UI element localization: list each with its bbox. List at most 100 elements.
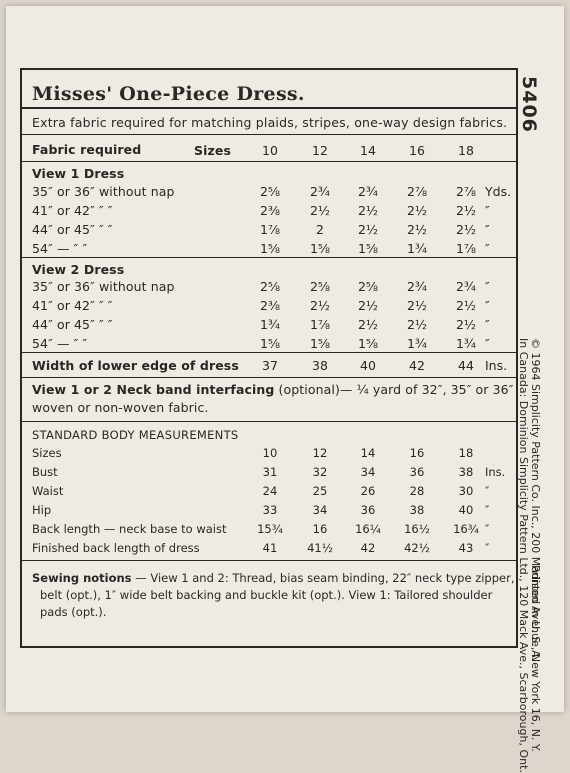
notions-line3: pads (opt.).: [40, 605, 107, 619]
view2-heading: View 2 Dress: [32, 262, 125, 277]
width-cell: 38: [312, 358, 328, 373]
measurement-cell: 36: [360, 503, 376, 517]
view1-cell: 2⅞: [455, 184, 477, 199]
interfacing-detail: (optional)— ¼ yard of 32″, 35″ or 36″: [274, 382, 514, 397]
view2-cell: 1¾: [455, 336, 477, 351]
measurement-row-label: Back length — neck base to waist: [32, 522, 227, 536]
measurement-cell: 16¾: [453, 522, 479, 536]
view2-cell: 2⅝: [309, 279, 331, 294]
view2-unit: ″: [485, 317, 490, 332]
view2-unit: ″: [485, 336, 490, 351]
view1-cell: 2: [316, 222, 324, 237]
measurement-cell: 16½: [404, 522, 430, 536]
width-cell: 44: [458, 358, 474, 373]
measurement-unit: Ins.: [485, 465, 506, 479]
measurement-row-label: Sizes: [32, 446, 62, 460]
view2-unit: ″: [485, 279, 490, 294]
measurement-unit: ″: [485, 541, 490, 555]
view1-cell: 2½: [309, 203, 331, 218]
view1-row-label: 41″ or 42″ ″ ″: [32, 203, 113, 218]
view1-row-label: 54″ — ″ ″: [32, 241, 88, 256]
printed-in: Printed in U. S. A.: [529, 565, 542, 661]
view2-cell: 2½: [406, 317, 428, 332]
size-header: 18: [458, 143, 474, 158]
measurement-cell: 38: [458, 465, 474, 479]
measurement-cell: 10: [262, 446, 278, 460]
view1-cell: 2⅞: [406, 184, 428, 199]
width-cell: 37: [262, 358, 278, 373]
view2-cell: 2½: [455, 298, 477, 313]
measurement-cell: 42: [360, 541, 376, 555]
view1-unit: Yds.: [485, 184, 512, 199]
view2-row-label: 35″ or 36″ without nap: [32, 279, 175, 294]
measurement-cell: 30: [458, 484, 474, 498]
measurement-cell: 16: [409, 446, 425, 460]
subtitle: Extra fabric required for matching plaid…: [32, 115, 508, 130]
copyright-line2: In Canada: Dominion Simplicity Pattern L…: [517, 338, 530, 773]
view2-cell: 2⅝: [259, 279, 281, 294]
view1-cell: 1¾: [406, 241, 428, 256]
divider: [22, 107, 516, 109]
measurement-cell: 33: [262, 503, 278, 517]
measurement-cell: 34: [360, 465, 376, 479]
notions-line2: belt (opt.), 1″ wide belt backing and bu…: [40, 588, 493, 602]
view2-cell: 1⅞: [309, 317, 331, 332]
view2-cell: 2½: [455, 317, 477, 332]
view2-cell: 2⅝: [357, 279, 379, 294]
divider: [22, 257, 516, 258]
pattern-number: 5406: [518, 76, 540, 133]
interfacing-title: View 1 or 2 Neck band interfacing: [32, 382, 275, 397]
width-cell: 40: [360, 358, 376, 373]
measurement-cell: 24: [262, 484, 278, 498]
view2-cell: 2¾: [455, 279, 477, 294]
view2-cell: 2¾: [406, 279, 428, 294]
measurement-cell: 43: [458, 541, 474, 555]
view1-cell: 2⅝: [259, 184, 281, 199]
divider: [22, 161, 516, 162]
view1-cell: 1⅝: [357, 241, 379, 256]
view1-cell: 2½: [406, 222, 428, 237]
measurement-unit: ″: [485, 522, 490, 536]
view2-cell: 1⅝: [259, 336, 281, 351]
view2-cell: 1¾: [259, 317, 281, 332]
measurement-cell: 38: [409, 503, 425, 517]
view2-row-label: 54″ — ″ ″: [32, 336, 88, 351]
measurements-heading: STANDARD BODY MEASUREMENTS: [32, 428, 239, 442]
measurement-cell: 26: [360, 484, 376, 498]
view1-cell: 2½: [357, 203, 379, 218]
size-header: 10: [262, 143, 278, 158]
view1-cell: 1⅞: [455, 241, 477, 256]
divider: [22, 421, 516, 422]
measurement-cell: 14: [360, 446, 376, 460]
view2-cell: 1⅝: [357, 336, 379, 351]
view1-cell: 2⅜: [259, 203, 281, 218]
view1-row-label: 35″ or 36″ without nap: [32, 184, 175, 199]
measurement-cell: 41½: [307, 541, 333, 555]
divider: [22, 560, 516, 561]
view1-cell: 2½: [357, 222, 379, 237]
notions-line1: Sewing notions — View 1 and 2: Thread, b…: [32, 571, 514, 585]
content-frame: [20, 68, 518, 648]
view2-cell: 2½: [406, 298, 428, 313]
view2-cell: 2½: [357, 298, 379, 313]
view1-unit: ″: [485, 241, 490, 256]
measurement-row-label: Waist: [32, 484, 64, 498]
view1-unit: ″: [485, 203, 490, 218]
width-unit: Ins.: [485, 358, 508, 373]
view1-cell: 2½: [406, 203, 428, 218]
measurement-cell: 12: [312, 446, 328, 460]
page-title: Misses' One-Piece Dress.: [32, 83, 305, 105]
view1-row-label: 44″ or 45″ ″ ″: [32, 222, 113, 237]
view1-cell: 2¾: [357, 184, 379, 199]
measurement-cell: 41: [262, 541, 278, 555]
measurement-unit: ″: [485, 503, 490, 517]
view1-cell: 1⅝: [309, 241, 331, 256]
measurement-cell: 15¾: [257, 522, 283, 536]
measurement-row-label: Finished back length of dress: [32, 541, 200, 555]
measurement-cell: 42½: [404, 541, 430, 555]
view1-cell: 2¾: [309, 184, 331, 199]
view2-cell: 2½: [357, 317, 379, 332]
measurement-cell: 28: [409, 484, 425, 498]
view2-cell: 1¾: [406, 336, 428, 351]
width-cell: 42: [409, 358, 425, 373]
